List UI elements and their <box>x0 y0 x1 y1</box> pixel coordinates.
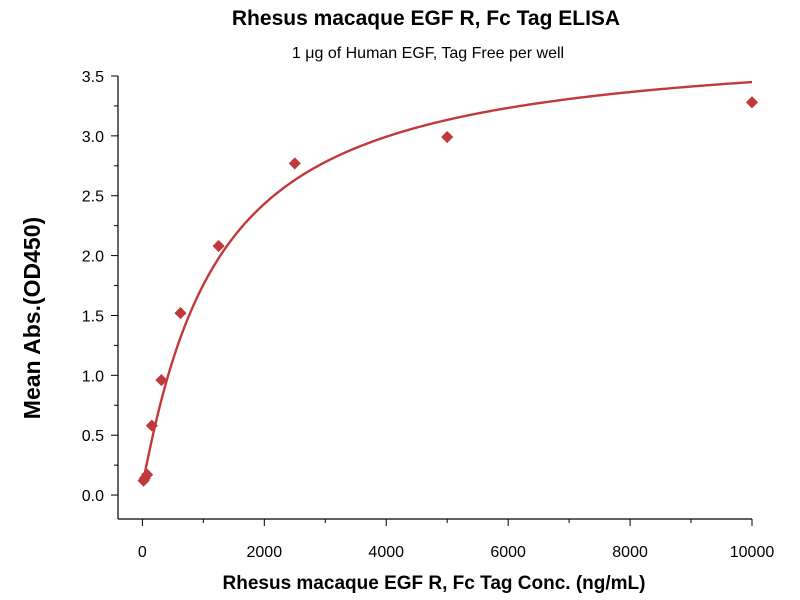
data-point-diamond <box>174 306 187 320</box>
x-axis-label: Rhesus macaque EGF R, Fc Tag Conc. (ng/m… <box>223 573 646 594</box>
x-tick-label: 6000 <box>490 544 526 561</box>
y-tick-label: 1.0 <box>82 368 104 385</box>
y-tick-label: 2.0 <box>82 249 104 266</box>
chart-title: Rhesus macaque EGF R, Fc Tag ELISA <box>232 7 620 30</box>
y-tick-label: 1.5 <box>82 308 104 325</box>
x-tick-label: 8000 <box>612 544 648 561</box>
y-tick-label: 3.5 <box>82 69 104 86</box>
data-points <box>137 96 759 487</box>
y-axis-ticks: 0.0 0.5 1.0 1.5 2.0 2.5 3.0 3.5 <box>82 69 118 505</box>
data-point-diamond <box>212 239 225 253</box>
x-axis-ticks: 0 2000 4000 6000 8000 10000 <box>138 519 774 561</box>
data-point-diamond <box>745 96 759 109</box>
chart-subtitle: 1 μg of Human EGF, Tag Free per well <box>292 45 564 62</box>
y-tick-label: 3.0 <box>82 129 104 146</box>
data-point-diamond <box>288 157 301 170</box>
data-point-diamond <box>155 374 168 387</box>
x-tick-label: 10000 <box>730 544 775 561</box>
x-tick-label: 2000 <box>247 544 283 561</box>
y-tick-label: 0.5 <box>82 428 104 445</box>
y-tick-label: 2.5 <box>82 189 104 206</box>
x-tick-label: 4000 <box>368 544 404 561</box>
axes <box>117 76 752 520</box>
y-tick-label: 0.0 <box>82 488 104 505</box>
data-point-diamond <box>145 419 158 432</box>
y-axis-label: Mean Abs.(OD450) <box>19 217 45 419</box>
data-point-diamond <box>441 130 454 144</box>
x-tick-label: 0 <box>138 544 147 561</box>
data-point-diamond <box>141 468 154 481</box>
